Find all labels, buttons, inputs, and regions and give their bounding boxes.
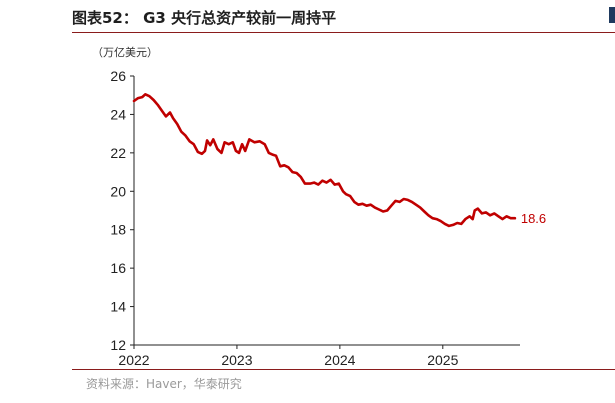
- x-tick-label: 2022: [118, 352, 149, 368]
- series-line-g3-total-assets: [132, 93, 517, 228]
- y-tick-label: 22: [110, 145, 126, 161]
- x-tick-label: 2024: [324, 352, 355, 368]
- y-tick-label: 24: [110, 106, 126, 122]
- y-tick-label: 20: [110, 183, 126, 199]
- y-axis-ticks: 12 14 16 18 20 22 24 26: [110, 68, 134, 353]
- chart-axes: [133, 76, 520, 346]
- y-tick-label: 12: [110, 337, 126, 353]
- y-tick-label: 16: [110, 260, 126, 276]
- source-note: 资料来源：Haver，华泰研究: [86, 377, 242, 391]
- y-tick-label: 26: [110, 68, 126, 84]
- chart-title: 图表52： G3 央行总资产较前一周持平: [72, 9, 337, 27]
- y-axis-unit-label: （万亿美元）: [92, 46, 158, 59]
- x-axis-ticks: 2022 2023 2024 2025: [118, 345, 459, 368]
- footer-divider: [72, 369, 615, 370]
- title-divider: [72, 32, 615, 33]
- y-tick-label: 14: [110, 299, 126, 315]
- end-value-label: 18.6: [521, 211, 546, 226]
- right-edge-mark: [609, 7, 615, 23]
- x-tick-label: 2025: [427, 352, 458, 368]
- x-tick-label: 2023: [221, 352, 252, 368]
- y-tick-label: 18: [110, 222, 126, 238]
